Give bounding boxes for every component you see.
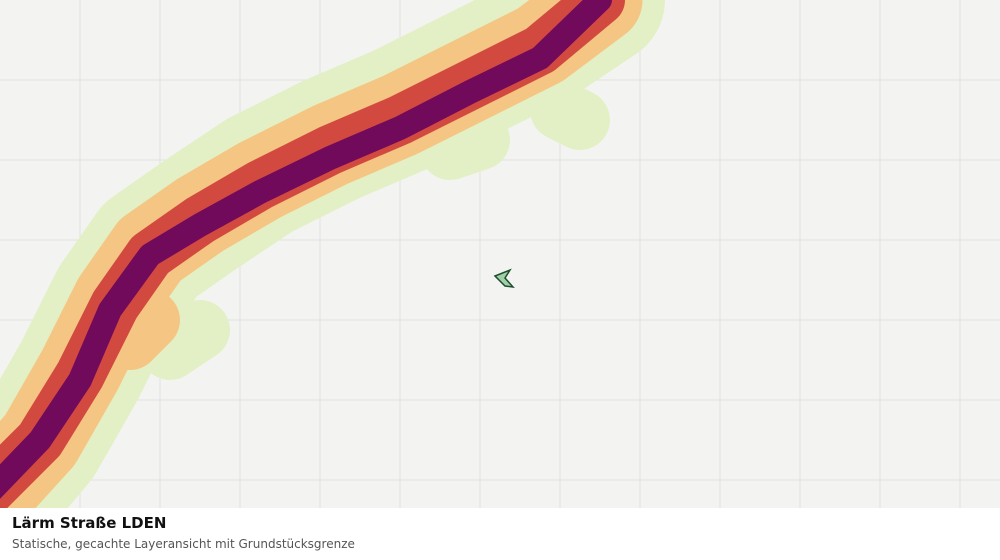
noise-band-55-patch — [140, 80, 610, 380]
map-subtitle: Statische, gecachte Layeransicht mit Gru… — [12, 537, 355, 551]
map-title: Lärm Straße LDEN — [12, 514, 167, 532]
noise-bands — [0, 0, 665, 508]
noise-band-70 — [0, 0, 612, 499]
noise-band-60-patch — [100, 290, 180, 370]
parcel-marker — [493, 268, 515, 288]
caption: Lärm Straße LDEN Statische, gecachte Lay… — [0, 508, 1000, 560]
map — [0, 0, 1000, 508]
